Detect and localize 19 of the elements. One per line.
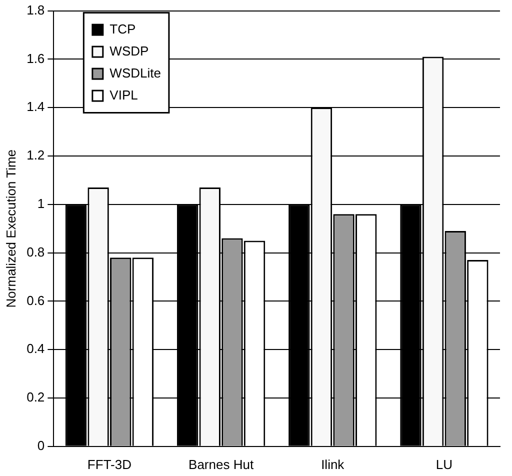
y-tick-label: 1.6	[26, 50, 45, 66]
y-axis-title: Normalized Execution Time	[3, 149, 18, 308]
legend-label: WSDP	[110, 43, 149, 58]
x-tick-label: Ilink	[321, 456, 345, 472]
x-tick-label: Barnes Hut	[188, 456, 254, 472]
y-tick-label: 1.8	[26, 2, 45, 18]
legend-label: TCP	[110, 21, 136, 36]
y-tick-label: 1.4	[26, 99, 45, 114]
y-tick-label: 0.4	[26, 341, 45, 356]
y-tick-label: 0.6	[26, 292, 45, 308]
x-tick-label: FFT-3D	[87, 456, 132, 472]
x-tick-label: LU	[436, 456, 453, 472]
y-tick-label: 0	[37, 438, 45, 453]
legend-label: WSDLite	[110, 65, 161, 80]
y-tick-label: 0.8	[26, 244, 45, 260]
y-tick-label: 0.2	[26, 390, 45, 405]
y-tick-label: 1.2	[26, 148, 45, 163]
legend-label: VIPL	[110, 87, 138, 102]
y-tick-label: 1	[37, 196, 45, 211]
